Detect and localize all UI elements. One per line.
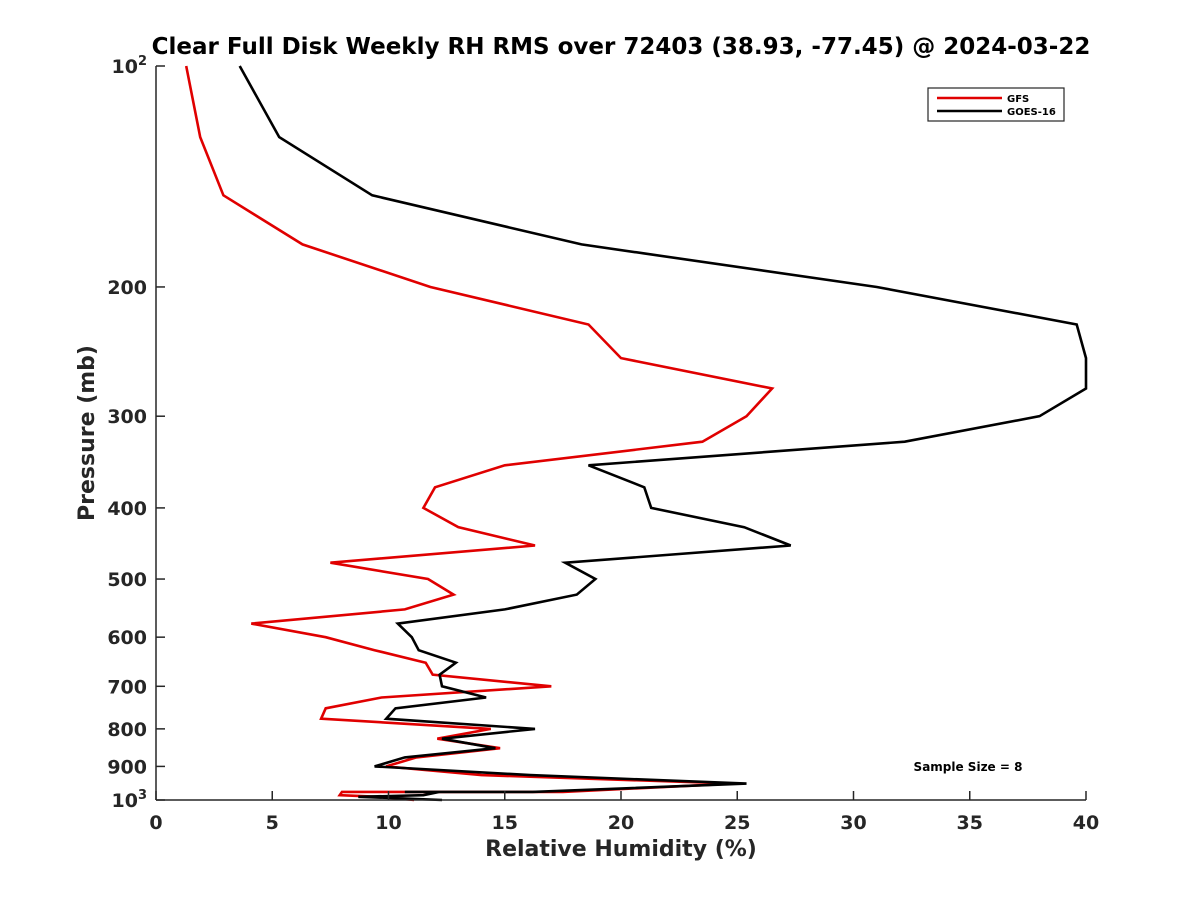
y-tick-label: 600 bbox=[107, 627, 147, 649]
x-tick-label: 40 bbox=[1073, 812, 1099, 834]
legend-label: GOES-16 bbox=[1007, 107, 1056, 118]
sample-size-annotation: Sample Size = 8 bbox=[914, 760, 1023, 774]
x-tick-label: 25 bbox=[724, 812, 750, 834]
y-axis-label: Pressure (mb) bbox=[75, 345, 100, 521]
legend-label: GFS bbox=[1007, 94, 1029, 105]
y-tick-label: 900 bbox=[107, 756, 147, 778]
y-tick-label: 300 bbox=[107, 406, 147, 428]
legend-box bbox=[927, 87, 1065, 122]
axes: 0 5 10 15 20 25 30 35 40 102 200 300 400 500 600 700 800… bbox=[107, 54, 1099, 834]
y-tick-label: 200 bbox=[107, 277, 147, 299]
series-line-gfs bbox=[184, 65, 775, 802]
x-tick-label: 10 bbox=[375, 812, 401, 834]
x-tick-label: 5 bbox=[266, 812, 279, 834]
series-line-goes-16 bbox=[238, 65, 1088, 802]
y-tick-label: 800 bbox=[107, 719, 147, 741]
plot-lines bbox=[184, 65, 1088, 802]
x-tick-label: 15 bbox=[492, 812, 518, 834]
x-tick-label: 0 bbox=[149, 812, 162, 834]
y-tick-label: 103 bbox=[112, 788, 148, 812]
x-tick-label: 30 bbox=[840, 812, 866, 834]
y-tick-label: 400 bbox=[107, 498, 147, 520]
y-tick-label: 700 bbox=[107, 676, 147, 698]
x-axis-label: Relative Humidity (%) bbox=[485, 837, 757, 862]
y-tick-label: 102 bbox=[112, 54, 148, 78]
x-tick-label: 20 bbox=[608, 812, 634, 834]
y-tick-label: 500 bbox=[107, 569, 147, 591]
chart-title: Clear Full Disk Weekly RH RMS over 72403… bbox=[152, 34, 1091, 60]
legend: GFS GOES-16 bbox=[927, 87, 1065, 122]
x-tick-label: 35 bbox=[957, 812, 983, 834]
